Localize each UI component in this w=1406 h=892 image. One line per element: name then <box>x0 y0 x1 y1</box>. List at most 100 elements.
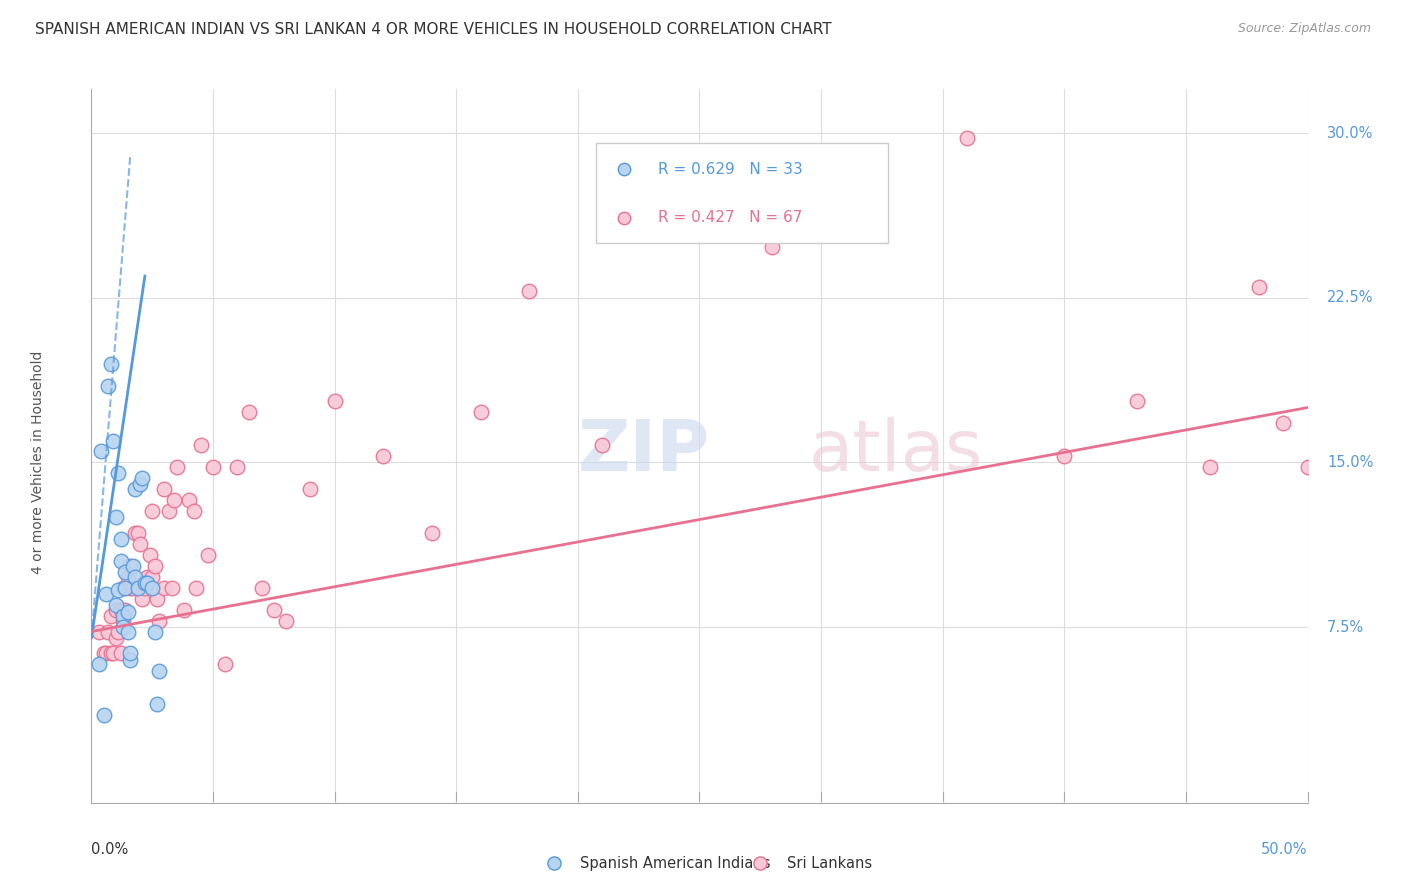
Point <box>143 624 166 639</box>
Point <box>157 504 180 518</box>
Point <box>166 459 188 474</box>
Point <box>202 459 225 474</box>
Point <box>591 438 613 452</box>
Point <box>136 569 159 583</box>
Point <box>1296 459 1319 474</box>
Point <box>274 614 297 628</box>
Point <box>100 357 122 371</box>
Point <box>1272 416 1295 430</box>
Point <box>197 548 219 562</box>
Point <box>94 647 117 661</box>
Point <box>141 504 163 518</box>
Point <box>143 558 166 573</box>
Point <box>131 471 153 485</box>
Point <box>160 581 183 595</box>
Point <box>183 504 205 518</box>
Point <box>148 614 170 628</box>
Point <box>111 581 134 595</box>
Text: atlas: atlas <box>808 417 983 486</box>
Point <box>110 533 132 547</box>
Point <box>90 444 112 458</box>
Point <box>190 438 212 452</box>
Point <box>124 569 146 583</box>
Point <box>163 492 186 507</box>
Point <box>146 697 169 711</box>
Point <box>117 605 139 619</box>
Point <box>146 591 169 606</box>
Text: 15.0%: 15.0% <box>1327 455 1374 470</box>
Point <box>87 624 110 639</box>
Point <box>134 576 156 591</box>
Point <box>761 240 783 254</box>
Point <box>1126 394 1149 409</box>
Text: Spanish American Indians: Spanish American Indians <box>581 856 770 871</box>
Point <box>1053 449 1076 463</box>
Point <box>129 477 152 491</box>
Point <box>226 459 249 474</box>
Point <box>1199 459 1222 474</box>
Point <box>956 130 979 145</box>
Point <box>104 631 127 645</box>
Point <box>136 576 159 591</box>
Point <box>238 405 260 419</box>
Point <box>148 664 170 678</box>
Point <box>107 624 129 639</box>
Point <box>134 581 156 595</box>
Point <box>87 657 110 672</box>
Point <box>120 647 142 661</box>
Text: R = 0.629   N = 33: R = 0.629 N = 33 <box>658 161 803 177</box>
Point <box>97 378 120 392</box>
Point <box>114 602 136 616</box>
Point <box>117 624 139 639</box>
Point <box>173 602 195 616</box>
Point <box>110 647 132 661</box>
Point <box>104 602 127 616</box>
Text: 22.5%: 22.5% <box>1327 290 1374 305</box>
Point <box>141 581 163 595</box>
Point <box>111 620 134 634</box>
Point <box>111 614 134 628</box>
Point <box>250 581 273 595</box>
Text: 30.0%: 30.0% <box>1327 126 1374 141</box>
Point <box>100 647 122 661</box>
Point <box>103 647 125 661</box>
Text: R = 0.427   N = 67: R = 0.427 N = 67 <box>658 211 803 225</box>
Point <box>107 582 129 597</box>
Point <box>111 609 134 624</box>
Point <box>127 525 149 540</box>
Point <box>93 647 115 661</box>
Point <box>107 467 129 481</box>
Point <box>263 602 285 616</box>
Point <box>859 196 882 211</box>
Point <box>124 482 146 496</box>
Point <box>470 405 492 419</box>
Point <box>94 587 117 601</box>
Point <box>114 581 136 595</box>
Point <box>664 163 686 178</box>
Text: ZIP: ZIP <box>578 417 710 486</box>
FancyBboxPatch shape <box>596 143 889 243</box>
Point <box>153 482 176 496</box>
Point <box>120 558 142 573</box>
Point <box>110 602 132 616</box>
Text: 4 or more Vehicles in Household: 4 or more Vehicles in Household <box>31 351 45 574</box>
Text: 50.0%: 50.0% <box>1261 842 1308 857</box>
Point <box>127 581 149 595</box>
Point <box>104 510 127 524</box>
Point <box>103 434 125 448</box>
Text: Sri Lankans: Sri Lankans <box>787 856 872 871</box>
Point <box>141 569 163 583</box>
Point <box>121 581 143 595</box>
Point <box>1247 280 1270 294</box>
Point <box>299 482 322 496</box>
Point <box>517 284 540 298</box>
Point <box>121 558 143 573</box>
Text: 0.0%: 0.0% <box>91 842 128 857</box>
Point <box>420 525 443 540</box>
Point <box>373 449 395 463</box>
Point <box>117 569 139 583</box>
Text: Source: ZipAtlas.com: Source: ZipAtlas.com <box>1237 22 1371 36</box>
Point <box>114 566 136 580</box>
Point <box>323 394 346 409</box>
Point <box>120 581 142 595</box>
